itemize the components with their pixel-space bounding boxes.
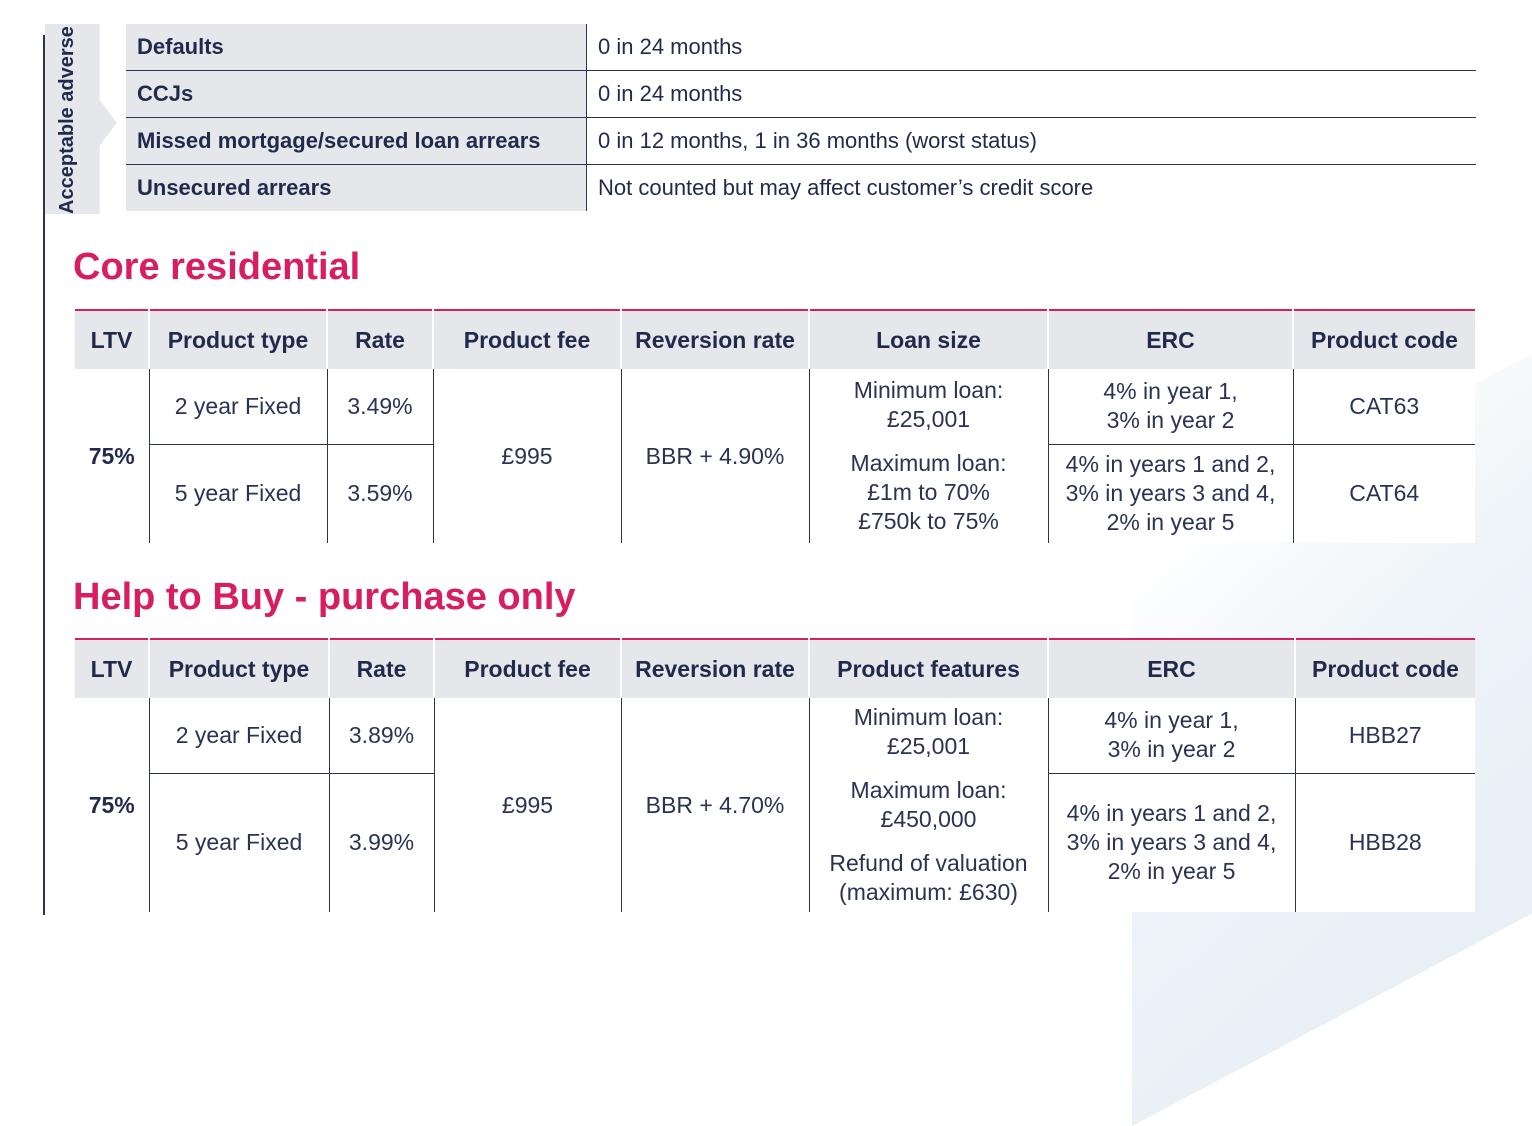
product-fee-cell: £995 (432, 369, 621, 543)
rate-cell: 3.89% (328, 698, 434, 774)
adverse-key: CCJs (126, 70, 587, 118)
adverse-key: Defaults (126, 24, 587, 71)
adverse-table: Defaults 0 in 24 months CCJs 0 in 24 mon… (126, 24, 1476, 211)
table-row: Missed mortgage/secured loan arrears 0 i… (126, 117, 1476, 165)
product-code-cell: HBB27 (1294, 698, 1475, 774)
core-residential-title: Core residential (73, 246, 361, 288)
table-row: 5 year Fixed 3.59% 4% in years 1 and 2, … (75, 444, 1475, 543)
adverse-key: Missed mortgage/secured loan arrears (126, 117, 587, 165)
column-header: LTV (75, 639, 149, 698)
table-row: CCJs 0 in 24 months (126, 70, 1476, 118)
erc-line: 4% in years 1 and 2, (1065, 451, 1276, 478)
product-type-cell: 5 year Fixed (148, 444, 327, 543)
erc-line: 2% in year 5 (1107, 858, 1236, 885)
product-fee-cell: £995 (433, 698, 621, 912)
adverse-value: 0 in 24 months (586, 70, 1476, 118)
loan-size-cell: Minimum loan: £25,001 Maximum loan: £1m … (808, 369, 1048, 543)
erc-line: 3% in years 3 and 4, (1065, 480, 1276, 507)
column-header: Product fee (432, 310, 621, 369)
column-header: Reversion rate (620, 639, 809, 698)
column-header: ERC (1047, 639, 1295, 698)
feature-line: £1m to 70% (867, 479, 990, 505)
product-code-cell: CAT64 (1292, 444, 1475, 543)
adverse-value: 0 in 24 months (586, 24, 1476, 71)
column-header: Product fee (433, 639, 621, 698)
erc-line: 3% in year 2 (1107, 736, 1236, 763)
erc-cell: 4% in years 1 and 2, 3% in years 3 and 4… (1047, 773, 1295, 912)
help-to-buy-table: LTV Product type Rate Product fee Revers… (75, 638, 1475, 912)
feature-line: Minimum loan: (853, 377, 1004, 403)
erc-line: 4% in year 1, (1103, 378, 1238, 405)
reversion-rate-cell: BBR + 4.90% (620, 369, 809, 543)
rate-cell: 3.99% (328, 773, 434, 912)
help-to-buy-title: Help to Buy - purchase only (73, 576, 576, 618)
column-header: Product type (148, 310, 327, 369)
product-type-cell: 5 year Fixed (148, 773, 329, 912)
adverse-value: 0 in 12 months, 1 in 36 months (worst st… (586, 117, 1476, 165)
adverse-value: Not counted but may affect customer’s cr… (598, 175, 1094, 200)
erc-cell: 4% in years 1 and 2, 3% in years 3 and 4… (1047, 444, 1293, 543)
header-row: LTV Product type Rate Product fee Revers… (75, 639, 1475, 698)
erc-line: 2% in year 5 (1106, 509, 1235, 536)
header-row: LTV Product type Rate Product fee Revers… (75, 310, 1475, 369)
erc-line: 4% in years 1 and 2, (1066, 800, 1277, 827)
feature-line: £25,001 (886, 733, 971, 759)
feature-line: £25,001 (886, 406, 971, 432)
column-header: Product features (808, 639, 1048, 698)
adverse-tab-label: Acceptable adverse (56, 26, 78, 214)
feature-line: Minimum loan: (853, 704, 1004, 730)
column-header: Product code (1292, 310, 1475, 369)
product-code-cell: CAT63 (1292, 369, 1475, 445)
column-header: LTV (75, 310, 149, 369)
table-row: 75% 2 year Fixed 3.89% £995 BBR + 4.70% … (75, 698, 1475, 912)
erc-cell: 4% in year 1, 3% in year 2 (1047, 369, 1293, 445)
ltv-cell: 75% (75, 369, 149, 543)
product-features-cell: Minimum loan: £25,001 Maximum loan: £450… (808, 698, 1048, 912)
column-header: Rate (328, 639, 434, 698)
feature-line: £450,000 (880, 806, 977, 832)
erc-cell: 4% in year 1, 3% in year 2 (1047, 698, 1295, 774)
feature-line: £750k to 75% (858, 508, 999, 534)
reversion-rate-cell: BBR + 4.70% (620, 698, 809, 912)
product-type-cell: 2 year Fixed (148, 369, 327, 445)
column-header: Product type (148, 639, 329, 698)
rate-cell: 3.59% (326, 444, 433, 543)
column-header: Product code (1294, 639, 1475, 698)
table-row: Unsecured arrears Not counted but may af… (126, 164, 1476, 211)
feature-line: Maximum loan: (850, 777, 1007, 803)
table-row: Defaults 0 in 24 months (126, 24, 1476, 71)
erc-line: 3% in years 3 and 4, (1066, 829, 1277, 856)
core-residential-table: LTV Product type Rate Product fee Revers… (75, 309, 1475, 543)
feature-line: Maximum loan: (850, 450, 1007, 476)
column-header: ERC (1047, 310, 1293, 369)
feature-line: Refund of valuation (829, 850, 1028, 876)
erc-line: 4% in year 1, (1104, 707, 1239, 734)
column-header: Rate (326, 310, 433, 369)
left-rule (43, 35, 45, 915)
erc-line: 3% in year 2 (1106, 407, 1235, 434)
product-type-cell: 2 year Fixed (148, 698, 329, 774)
column-header: Loan size (808, 310, 1048, 369)
column-header: Reversion rate (620, 310, 809, 369)
feature-line: (maximum: £630) (839, 879, 1018, 905)
table-row: 75% 2 year Fixed 3.49% £995 BBR + 4.90% … (75, 369, 1475, 543)
rate-cell: 3.49% (326, 369, 433, 445)
adverse-key: Unsecured arrears (126, 164, 587, 211)
table-row: 5 year Fixed 3.99% 4% in years 1 and 2, … (75, 773, 1475, 912)
ltv-cell: 75% (75, 698, 149, 912)
product-code-cell: HBB28 (1294, 773, 1475, 912)
